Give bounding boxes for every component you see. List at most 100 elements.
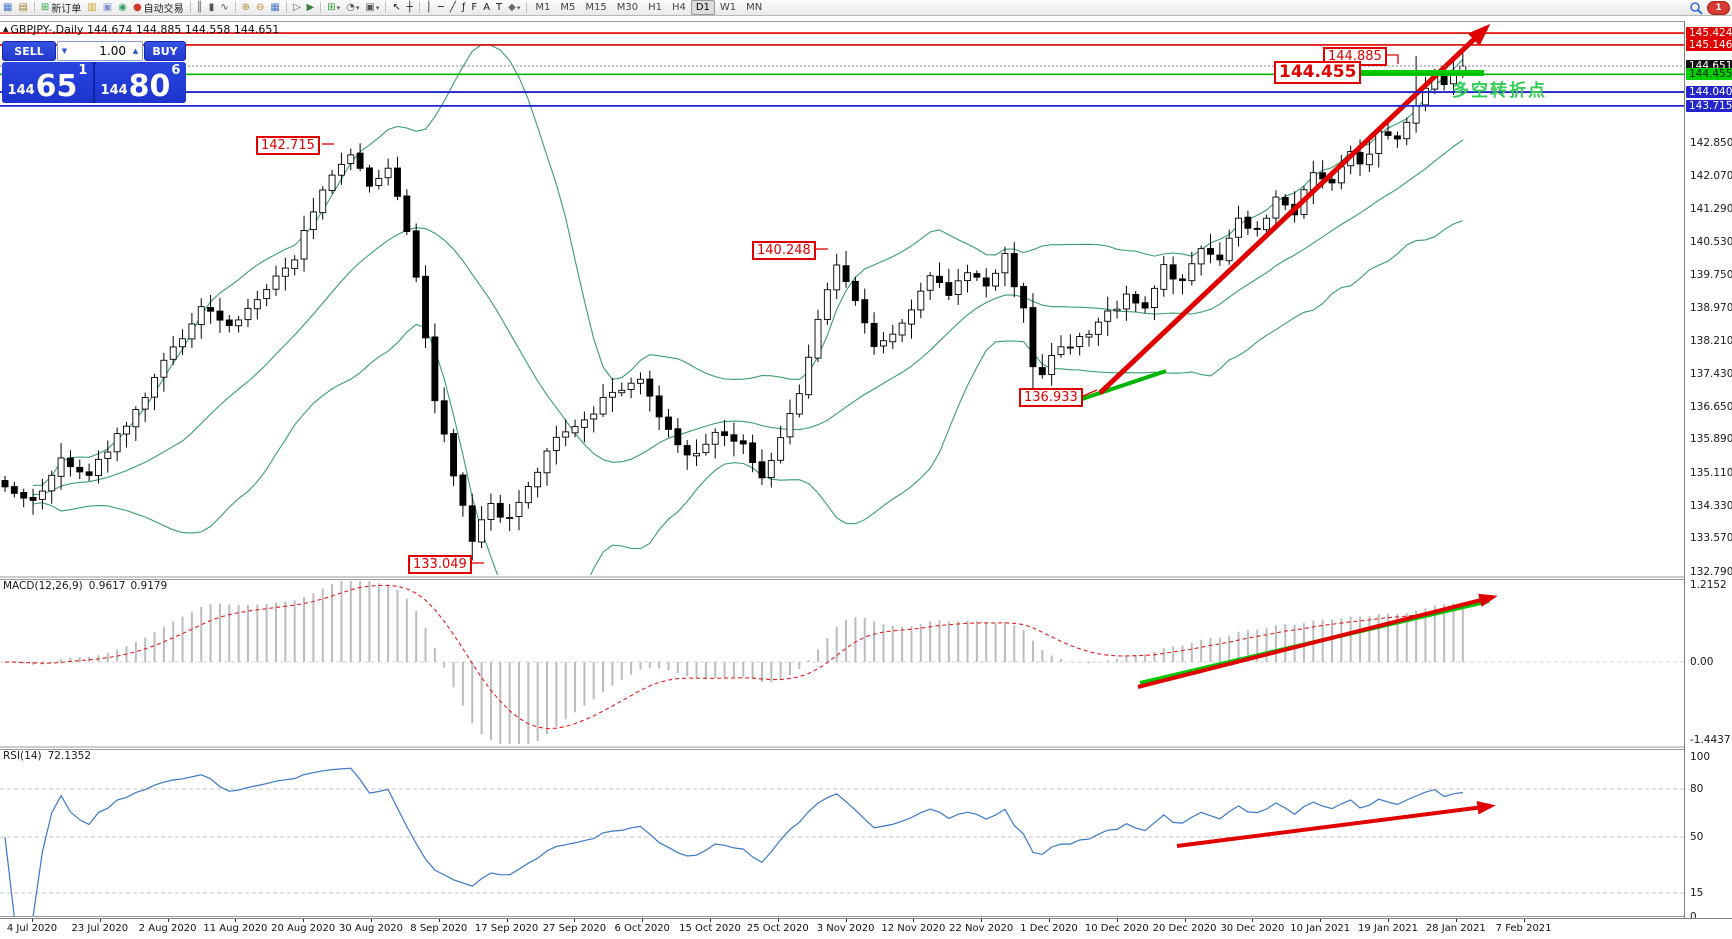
volume-decrease-icon[interactable]: ▼ — [61, 47, 68, 55]
search-icon[interactable] — [1689, 1, 1703, 15]
price-tick-label: 135.890 — [1690, 433, 1732, 446]
date-tick-label: 3 Nov 2020 — [816, 923, 875, 934]
price-tick-label: 142.850 — [1690, 136, 1732, 149]
date-tick-mark — [574, 919, 576, 922]
trend-arrow-macd[interactable] — [1137, 593, 1498, 689]
timeframe-button-h1[interactable]: H1 — [648, 2, 662, 13]
bar-chart-type-icon[interactable]: ║ — [196, 1, 203, 13]
date-tick-mark — [777, 919, 779, 922]
date-tick-label: 10 Dec 2020 — [1084, 923, 1149, 934]
price-axis[interactable]: 142.850 142.070 141.290 140.530 139.750 138.9… — [1684, 21, 1732, 923]
new-order-icon[interactable]: ⊞ 新订单 — [40, 1, 82, 15]
date-tick-mark — [303, 919, 305, 922]
bollinger-middle-band — [32, 139, 1464, 496]
buy-price-display[interactable]: 144 80 6 — [95, 62, 186, 103]
line-chart-type-icon[interactable]: ∿ — [220, 1, 229, 13]
price-tick-label: 136.650 — [1690, 401, 1732, 413]
buy-price-prefix: 144 — [100, 83, 128, 98]
date-tick-label: 27 Sep 2020 — [542, 923, 607, 934]
chart-shift-icon[interactable]: ▶ — [306, 1, 315, 13]
indicators-dropdown-icon[interactable]: ⊞ ▾ — [327, 1, 341, 13]
toolbar-separator — [320, 2, 322, 13]
date-tick-mark — [1388, 919, 1389, 922]
new-chart-icon[interactable]: ▦ — [3, 1, 13, 13]
indicator-tick-label: 0.00 — [1690, 656, 1714, 668]
cursor-icon[interactable]: ↖ — [392, 1, 401, 13]
price-tick-label: 134.330 — [1690, 499, 1732, 512]
trendline-icon[interactable]: ╱ — [449, 1, 456, 13]
crosshair-icon[interactable]: ┼ — [406, 1, 413, 13]
date-tick-label: 12 Nov 2020 — [881, 923, 946, 934]
volume-value[interactable]: 1.00 — [99, 44, 126, 58]
price-line-flag: 144.455 — [1686, 68, 1732, 81]
label-tail — [1386, 54, 1399, 64]
sell-button[interactable]: SELL — [2, 41, 56, 61]
templates-dropdown-icon[interactable]: ▣ ▾ — [365, 1, 380, 13]
price-tick-label: 135.110 — [1690, 466, 1732, 479]
trend-green-line-main[interactable] — [1081, 369, 1167, 401]
price-line-flag: 145.424 — [1686, 27, 1732, 40]
date-tick-mark — [1184, 919, 1186, 922]
price-annotation-label[interactable]: 136.933 — [1019, 388, 1083, 407]
timeframe-button-mn[interactable]: MN — [746, 2, 763, 13]
date-tick-label: 4 Jul 2020 — [6, 923, 58, 934]
timeframe-button-m30[interactable]: M30 — [616, 2, 639, 13]
autotrading-icon[interactable]: ● 自动交易 — [132, 1, 184, 15]
date-tick-mark — [845, 919, 847, 922]
text-icon[interactable]: A — [483, 1, 491, 13]
date-tick-mark — [1252, 919, 1254, 922]
trend-arrow-rsi[interactable] — [1176, 800, 1496, 848]
timeframe-button-m15[interactable]: M15 — [585, 2, 607, 13]
volume-increase-icon[interactable]: ▲ — [132, 47, 139, 55]
time-axis[interactable]: 4 Jul 2020 23 Jul 2020 2 Aug 2020 11 Aug 20… — [0, 918, 1732, 939]
buy-button[interactable]: BUY — [144, 41, 186, 61]
notification-badge[interactable]: 1 — [1707, 0, 1730, 15]
arrows-dropdown-icon[interactable]: ◆ ▾ — [508, 1, 521, 13]
trend-arrow-main[interactable] — [1098, 23, 1491, 395]
buy-price-sup: 6 — [171, 63, 181, 78]
macd-histogram — [13, 581, 1464, 744]
main-toolbar: ▦ ▤ ⊞ 新订单 ▥ ▣ ◉ ● 自动交易 ║ ▮ ∿ ⊕ ⊖ ▦ ▷ ▶ ⊞ ▾ ◔ ▾ ▣ ▾ ↖ ┼ │ ─ ╱ ƒ F A T ◆ ▾ M… — [0, 0, 1732, 16]
sell-price-display[interactable]: 144 65 1 — [2, 62, 93, 103]
timeframe-button-m5[interactable]: M5 — [560, 2, 576, 13]
periods-dropdown-icon[interactable]: ◔ ▾ — [346, 1, 360, 13]
fibonacci-icon[interactable]: ƒ — [461, 1, 466, 13]
buy-price-big: 80 — [128, 69, 171, 104]
toolbar-separator — [385, 2, 387, 13]
price-annotation-label[interactable]: 144.455 — [1274, 61, 1362, 84]
timeframe-button-d1[interactable]: D1 — [690, 0, 715, 15]
tile-windows-icon[interactable]: ▦ — [270, 1, 280, 13]
vertical-line-icon[interactable]: │ — [425, 1, 432, 13]
symbol-triangle-icon: ▲ — [3, 25, 9, 33]
timeframe-button-h4[interactable]: H4 — [671, 2, 686, 13]
toolbar-separator — [234, 2, 236, 13]
timeframe-button-w1[interactable]: W1 — [719, 2, 737, 13]
date-tick-mark — [710, 919, 711, 922]
autoscroll-icon[interactable]: ▷ — [292, 1, 301, 13]
price-annotation-label[interactable]: 133.049 — [408, 555, 472, 574]
price-tick-label: 138.210 — [1690, 334, 1732, 347]
date-tick-label: 8 Sep 2020 — [410, 923, 468, 934]
terminal-icon[interactable]: ▥ — [87, 1, 97, 13]
date-tick-mark — [438, 919, 440, 922]
bollinger-lower-band — [32, 220, 1463, 575]
timeframe-button-m1[interactable]: M1 — [535, 2, 551, 13]
price-annotation-label[interactable]: 140.248 — [752, 241, 816, 260]
date-tick-label: 25 Oct 2020 — [746, 923, 809, 934]
zoom-out-icon[interactable]: ⊖ — [256, 1, 265, 13]
indicator-tick-label: 50 — [1690, 831, 1704, 843]
profiles-icon[interactable]: ▤ — [18, 1, 28, 13]
zoom-in-icon[interactable]: ⊕ — [241, 1, 250, 13]
date-tick-mark — [32, 919, 33, 922]
navigator-icon[interactable]: ▣ — [102, 1, 113, 13]
signals-icon[interactable]: ◉ — [118, 1, 127, 13]
horizontal-line-icon[interactable]: ─ — [437, 1, 444, 13]
text-label-icon[interactable]: T — [496, 1, 503, 13]
price-tick-label: 142.070 — [1690, 170, 1732, 182]
fibonacci-fan-icon[interactable]: F — [471, 1, 478, 13]
note-text[interactable]: 多空转折点 — [1452, 81, 1547, 101]
candle-chart-type-icon[interactable]: ▮ — [208, 1, 215, 13]
date-tick-mark — [235, 919, 237, 922]
price-annotation-label[interactable]: 142.715 — [256, 136, 320, 155]
